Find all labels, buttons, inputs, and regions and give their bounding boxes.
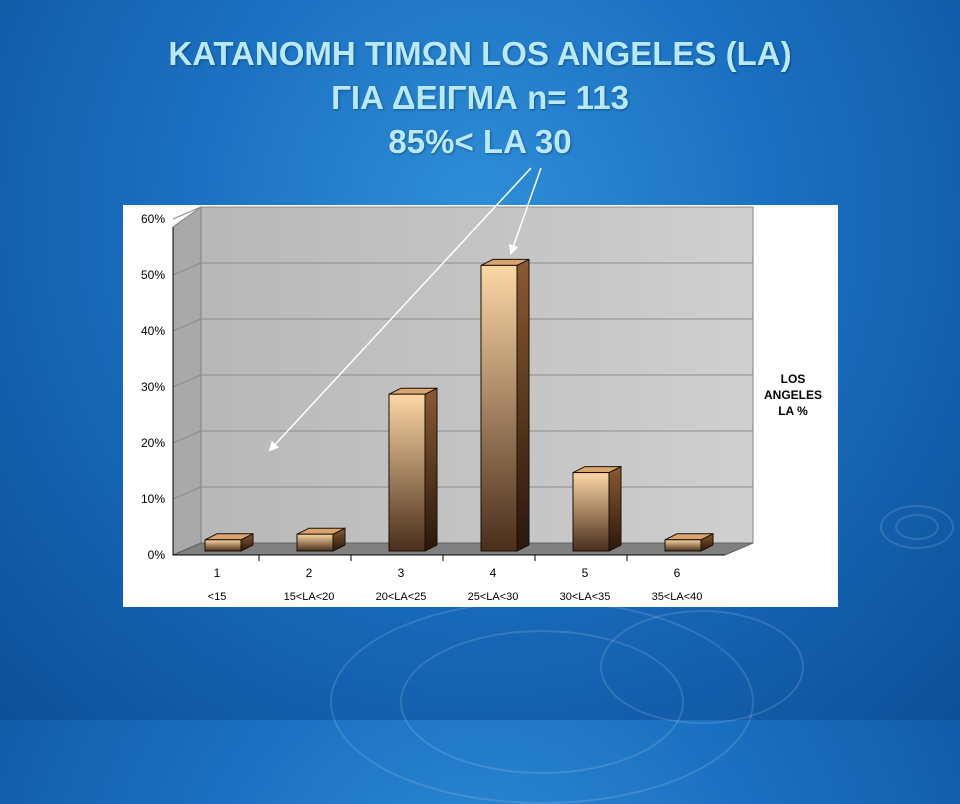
bar-side	[424, 387, 438, 552]
title-line-3: 85%< LA 30	[388, 123, 572, 160]
x-category-label: <15	[208, 591, 227, 603]
y-tick-label: 40%	[141, 324, 165, 338]
x-tick-label: 6	[674, 566, 681, 580]
ripple-decoration	[880, 505, 954, 549]
bar	[296, 533, 334, 552]
y-tick-label: 20%	[141, 436, 165, 450]
slide-title: ΚΑΤΑΝΟΜΗ ΤΙΜΩΝ LOS ANGELES (LA) ΓΙΑ ΔΕΙΓ…	[0, 32, 960, 164]
x-category-label: 30<LA<35	[560, 591, 611, 603]
chart-legend: LOS ANGELES LA %	[753, 371, 833, 419]
legend-line: LA %	[778, 404, 808, 418]
gridline-side	[172, 206, 202, 220]
gridline-side	[172, 430, 202, 444]
y-tick-label: 60%	[141, 212, 165, 226]
x-category-label: 20<LA<25	[376, 591, 427, 603]
y-tick-label: 10%	[141, 492, 165, 506]
y-tick-label: 50%	[141, 268, 165, 282]
legend-line: LOS	[780, 372, 806, 386]
gridline-side	[172, 486, 202, 500]
x-tick-label: 4	[490, 566, 497, 580]
bar-side	[608, 465, 622, 552]
bar	[664, 539, 702, 552]
x-tick-label: 5	[582, 566, 589, 580]
chart-panel: 0% 10% 20% 30% 40% 50% 60% 1 <15 2 15<LA<20 3 20<LA<…	[123, 205, 838, 607]
x-category-label: 15<LA<20	[284, 591, 335, 603]
bar	[388, 393, 426, 552]
x-category-label: 25<LA<30	[468, 591, 519, 603]
ripple-decoration	[895, 514, 939, 540]
bar	[572, 472, 610, 552]
title-line-2: ΓΙΑ ΔΕΙΓΜΑ n= 113	[331, 79, 629, 116]
bar	[480, 264, 518, 552]
y-tick-label: 0%	[148, 548, 166, 562]
ripple-decoration	[600, 610, 804, 724]
bar	[204, 539, 242, 552]
gridline-side	[172, 374, 202, 388]
x-tick-label: 1	[214, 566, 221, 580]
gridline-side	[172, 262, 202, 276]
x-tick-label: 3	[398, 566, 405, 580]
x-category-label: 35<LA<40	[652, 591, 703, 603]
title-line-1: ΚΑΤΑΝΟΜΗ ΤΙΜΩΝ LOS ANGELES (LA)	[168, 35, 792, 72]
gridline-side	[172, 318, 202, 332]
y-tick-label: 30%	[141, 380, 165, 394]
legend-line: ANGELES	[763, 388, 822, 402]
bar-chart: 0% 10% 20% 30% 40% 50% 60% 1 <15 2 15<LA<20 3 20<LA<…	[141, 206, 754, 603]
bar-side	[516, 258, 530, 552]
x-tick-label: 2	[306, 566, 313, 580]
